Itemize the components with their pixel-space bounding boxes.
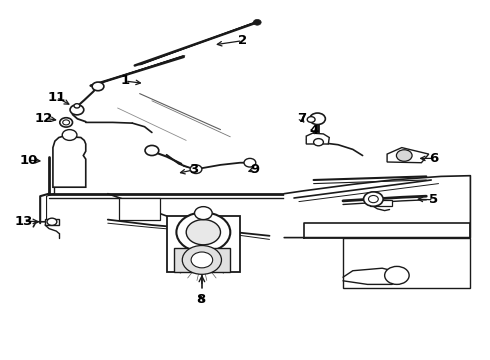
- Circle shape: [244, 158, 256, 167]
- Circle shape: [186, 220, 220, 245]
- Text: 13: 13: [14, 215, 33, 228]
- Circle shape: [92, 82, 104, 91]
- Circle shape: [385, 266, 409, 284]
- Text: 11: 11: [47, 91, 66, 104]
- Polygon shape: [284, 176, 470, 238]
- Circle shape: [62, 130, 77, 140]
- Bar: [45, 219, 59, 225]
- Text: 1: 1: [121, 75, 129, 87]
- Polygon shape: [53, 136, 86, 187]
- Text: 2: 2: [238, 34, 247, 47]
- Polygon shape: [167, 216, 240, 272]
- Circle shape: [396, 150, 412, 161]
- Circle shape: [195, 207, 212, 220]
- Text: 8: 8: [196, 293, 205, 306]
- Text: 6: 6: [429, 152, 438, 165]
- Polygon shape: [387, 148, 429, 163]
- Text: 12: 12: [35, 112, 53, 125]
- Polygon shape: [306, 133, 329, 144]
- Circle shape: [47, 218, 57, 225]
- Circle shape: [314, 139, 323, 146]
- Text: 7: 7: [297, 112, 306, 125]
- Circle shape: [145, 145, 159, 156]
- Text: 4: 4: [309, 124, 318, 137]
- Text: 10: 10: [19, 154, 38, 167]
- Polygon shape: [174, 248, 230, 272]
- Circle shape: [368, 195, 378, 203]
- Circle shape: [307, 117, 315, 122]
- Circle shape: [310, 113, 325, 125]
- Circle shape: [176, 212, 230, 252]
- Circle shape: [182, 246, 221, 274]
- Polygon shape: [370, 200, 392, 206]
- Circle shape: [190, 165, 202, 174]
- Bar: [119, 198, 160, 220]
- Circle shape: [60, 118, 73, 127]
- Text: 9: 9: [250, 163, 259, 176]
- Circle shape: [63, 120, 70, 125]
- Circle shape: [253, 19, 261, 25]
- Circle shape: [74, 104, 80, 108]
- Text: 5: 5: [429, 193, 438, 206]
- Circle shape: [70, 105, 84, 115]
- Polygon shape: [343, 238, 470, 288]
- Text: 3: 3: [189, 163, 198, 176]
- Circle shape: [364, 192, 383, 206]
- Circle shape: [191, 252, 213, 268]
